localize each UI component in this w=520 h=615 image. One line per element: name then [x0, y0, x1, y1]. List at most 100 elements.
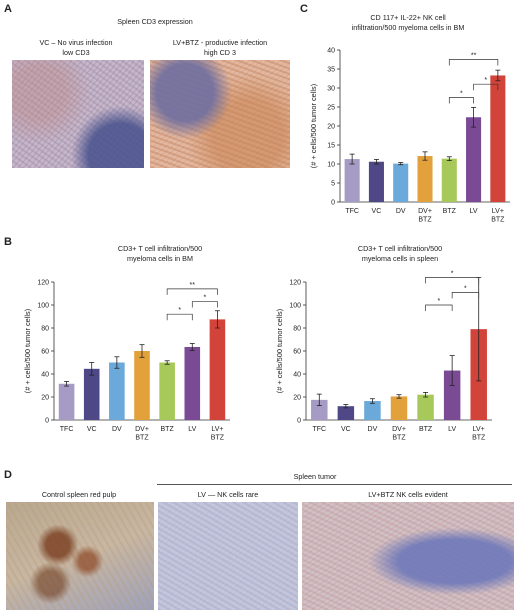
x-tick-label: BTZ	[161, 426, 175, 433]
significance-marker: *	[460, 91, 463, 98]
significance-bracket	[166, 313, 193, 321]
y-tick-label: 100	[289, 303, 301, 310]
x-tick-label: VC	[341, 426, 351, 433]
x-tick-label: TFC	[60, 426, 74, 433]
lv-btz-spleen-tumor-micrograph	[302, 502, 514, 610]
y-tick-label: 120	[37, 280, 49, 287]
x-tick-label: TFC	[312, 426, 326, 433]
y-tick-label: 35	[327, 67, 335, 74]
significance-bracket	[425, 304, 453, 311]
x-tick-label: LV	[448, 426, 456, 433]
x-tick-label: LV	[470, 208, 478, 215]
y-tick-label: 40	[41, 372, 49, 379]
significance-marker: *	[451, 270, 454, 277]
bar-dv-plus-btz	[417, 156, 433, 202]
significance-bracket	[191, 301, 218, 308]
significance-bracket	[451, 292, 480, 299]
y-tick-label: 40	[327, 48, 335, 55]
chart-b1-title-line1: CD3+ T cell infiltration/500	[117, 244, 203, 253]
significance-marker: *	[203, 295, 206, 302]
panel-a-image1-caption-line2: low CD3	[62, 48, 90, 57]
x-tick-label: TFC	[345, 208, 359, 215]
y-tick-label: 40	[293, 372, 301, 379]
y-axis-label: (# + cells/500 tumor cells)	[275, 309, 284, 393]
y-axis-label: (# + cells/500 tumor cells)	[309, 84, 318, 168]
x-tick-label: VC	[372, 208, 382, 215]
x-tick-label: DV+	[418, 208, 432, 215]
chart-c-title-line1: CD 117+ IL-22+ NK cell	[370, 13, 446, 22]
bar-vc	[83, 368, 100, 420]
x-tick-label: BTZ	[135, 435, 149, 442]
panel-a-letter: A	[4, 3, 12, 15]
significance-bracket	[448, 97, 474, 104]
panel-d-group-bracket	[157, 484, 512, 485]
significance-marker: **	[471, 53, 477, 60]
y-tick-label: 0	[45, 418, 49, 425]
bar-dv-plus-btz	[390, 396, 408, 420]
bar-tfc	[344, 159, 360, 202]
y-tick-label: 25	[327, 105, 335, 112]
panel-d-group-label: Spleen tumor	[293, 472, 337, 481]
x-tick-label: DV	[112, 426, 122, 433]
panel-a-image2-caption-line1: LV+BTZ - productive infection	[172, 38, 268, 47]
bar-dv	[364, 401, 381, 420]
bar-lv-plus-btz	[209, 319, 226, 420]
y-tick-label: 60	[41, 349, 49, 356]
lv-spleen-tumor-micrograph	[158, 502, 298, 610]
panel-d-image1-caption: Control spleen red pulp	[41, 490, 117, 499]
panel-b-letter: B	[4, 236, 12, 248]
bar-vc	[368, 161, 384, 202]
chart-b2-title-line2: myeloma cells in spleen	[361, 254, 439, 263]
significance-marker: *	[437, 298, 440, 305]
y-tick-label: 5	[331, 181, 335, 188]
panel-a-image1-caption-line1: VC – No virus infection	[39, 38, 113, 47]
significance-bracket	[166, 288, 218, 295]
bar-dv-plus-btz	[134, 351, 150, 420]
chart-b2: 0 20 40 60 80 100 120 (# + cells/500 tumor cell…	[275, 270, 492, 442]
control-spleen-red-pulp-micrograph	[6, 502, 154, 610]
bar-lv	[184, 346, 201, 420]
y-tick-label: 80	[293, 326, 301, 333]
x-tick-label: BTZ	[211, 435, 225, 442]
y-tick-label: 20	[327, 124, 335, 131]
x-tick-label: DV	[396, 208, 406, 215]
bar-btz	[417, 394, 434, 420]
chart-b1: 0 20 40 60 80 100 120 (# + cells/500 tumor cell…	[23, 280, 230, 442]
x-tick-label: LV	[188, 426, 196, 433]
bar-tfc	[311, 399, 328, 420]
x-tick-label: BTZ	[419, 426, 433, 433]
significance-marker: *	[484, 77, 487, 84]
x-tick-label: LV+	[211, 426, 223, 433]
chart-b2-title-line1: CD3+ T cell infiltration/500	[357, 244, 443, 253]
significance-bracket	[448, 59, 499, 66]
significance-bracket	[425, 277, 480, 284]
y-tick-label: 120	[289, 280, 301, 287]
significance-marker: **	[190, 282, 196, 289]
y-tick-label: 0	[331, 200, 335, 207]
x-tick-label: BTZ	[491, 217, 505, 224]
panel-a-image2-caption-line2: high CD 3	[204, 48, 236, 57]
x-tick-label: LV+	[473, 426, 485, 433]
bar-lv-plus-btz	[490, 75, 506, 202]
bar-lv	[466, 117, 482, 202]
y-tick-label: 60	[293, 349, 301, 356]
bar-btz	[441, 158, 457, 202]
significance-marker: *	[464, 285, 467, 292]
y-tick-label: 20	[293, 395, 301, 402]
y-tick-label: 100	[37, 303, 49, 310]
spleen-cd3-vc-micrograph	[12, 60, 144, 168]
x-tick-label: BTZ	[392, 435, 406, 442]
panel-d-image3-caption: LV+BTZ NK cells evident	[368, 490, 448, 499]
bar-lv	[443, 370, 461, 420]
bar-tfc	[58, 383, 75, 420]
bar-dv	[393, 163, 409, 202]
y-tick-label: 80	[41, 326, 49, 333]
significance-marker: *	[178, 307, 181, 314]
bar-btz	[159, 362, 175, 420]
spleen-cd3-lv-btz-micrograph	[150, 60, 290, 168]
y-axis-label: (# + cells/500 tumor cells)	[23, 309, 32, 393]
chart-b1-title-line2: myeloma cells in BM	[127, 254, 193, 263]
y-tick-label: 15	[327, 143, 335, 150]
x-tick-label: DV	[368, 426, 378, 433]
y-tick-label: 30	[327, 86, 335, 93]
